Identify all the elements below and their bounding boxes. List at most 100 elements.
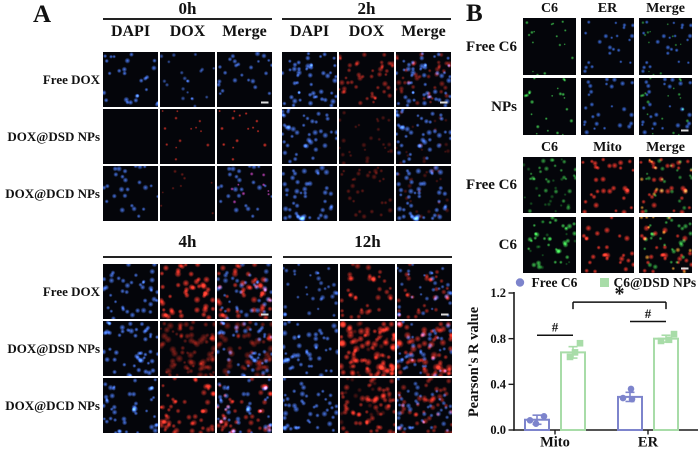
x-category-label: ER [638,435,659,451]
time-header-0h: 0h [178,0,197,18]
micrograph-12h-r0c0 [283,264,338,319]
micrograph-12h-r1c0 [283,321,338,376]
legend-label-free-c6: Free C6 [532,275,578,290]
micrograph-2h-r1c1 [339,109,394,164]
column-header-0h-dox: DOX [169,23,206,40]
micrograph-12h-r2c2 [397,378,452,433]
x-category-label: Mito [540,435,570,451]
micrograph-4h-r0c2 [217,264,272,319]
micrograph-B1-r0c1 [581,18,634,75]
micrograph-12h-r0c2 [397,264,452,319]
micrograph-B2-r0c2 [639,157,692,213]
panel-b-label: B [466,0,483,27]
micrograph-B1-r1c0 [523,78,576,135]
micrograph-4h-r1c0 [103,321,158,376]
row-label-bottom-dox-dsd-nps: DOX@DSD NPs [7,340,100,356]
b-column-header-B1-er: ER [597,1,618,16]
legend-label-c6-dsd-nps: C6@DSD NPs [614,275,697,290]
micrograph-4h-r1c2 [217,321,272,376]
micrograph-0h-r2c2 [217,166,272,221]
column-header-0h-merge: Merge [222,23,267,40]
significance-symbol: * [615,283,625,305]
bar-er-c6-dsd-nps [653,337,679,431]
data-point [566,353,574,361]
data-point [665,336,673,344]
micrograph-4h-r0c1 [160,264,215,319]
legend-square-marker [600,278,609,287]
data-point [576,339,584,347]
micrograph-B2-r0c0 [523,157,576,213]
micrograph-0h-r0c1 [160,52,215,107]
column-header-0h-dapi: DAPI [110,23,151,40]
data-point [540,412,548,420]
micrograph-2h-r1c2 [396,109,451,164]
data-point [532,420,540,428]
time-header-4h: 4h [178,232,197,251]
micrograph-0h-r2c0 [103,166,158,221]
column-header-2h-dapi: DAPI [289,23,330,40]
row-label-top-dox-dcd-nps: DOX@DCD NPs [5,185,100,201]
micrograph-12h-r2c0 [283,378,338,433]
micrograph-2h-r1c0 [282,109,337,164]
row-label-top-dox-dsd-nps: DOX@DSD NPs [7,128,100,144]
y-axis-title: Pearson's R value [466,306,482,417]
data-point [628,395,636,403]
micrograph-B1-r1c1 [581,78,634,135]
row-label-bottom-free-dox: Free DOX [42,283,100,299]
y-tick-label: 0.4 [490,378,506,392]
micrograph-B2-r1c0 [523,217,576,273]
micrograph-2h-r0c2 [396,52,451,107]
micrograph-B2-r0c1 [581,157,634,213]
micrograph-0h-r0c2 [217,52,272,107]
data-point [670,330,678,338]
column-header-2h-merge: Merge [401,23,446,40]
micrograph-0h-r2c1 [160,166,215,221]
micrograph-4h-r2c0 [103,378,158,433]
b-row-label-B1-free-c6: Free C6 [466,38,517,55]
micrograph-B1-r0c0 [523,18,576,75]
time-underline-0h [103,18,272,20]
y-tick-label: 0.0 [490,423,506,437]
b-row-label-B2-c6: C6 [498,237,517,253]
micrograph-2h-r0c1 [339,52,394,107]
micrograph-2h-r2c2 [396,166,451,221]
data-point [627,385,635,393]
micrograph-4h-r1c1 [160,321,215,376]
b-row-label-B2-free-c6: Free C6 [466,177,517,193]
b-row-label-B1-nps: NPs [491,98,517,115]
data-point [526,416,534,424]
row-label-bottom-dox-dcd-nps: DOX@DCD NPs [5,397,100,413]
micrograph-12h-r0c1 [340,264,395,319]
b-column-header-B2-mito: Mito [593,140,622,155]
time-header-12h: 12h [354,232,381,251]
micrograph-12h-r1c2 [397,321,452,376]
time-underline-4h [103,256,272,258]
micrograph-B1-r1c2 [639,78,692,135]
micrograph-0h-r1c1 [160,109,215,164]
panel-a-label: A [33,1,52,28]
significance-symbol: # [645,306,652,321]
b-column-header-B2-c6: C6 [540,140,559,155]
legend-circle-marker [515,278,525,287]
time-underline-12h [283,256,452,258]
micrograph-12h-r1c1 [340,321,395,376]
b-column-header-B2-merge: Merge [646,140,685,155]
time-header-2h: 2h [357,0,376,18]
micrograph-0h-r0c0 [103,52,158,107]
time-underline-2h [282,18,451,20]
significance-symbol: # [552,320,559,335]
micrograph-B2-r1c2 [639,217,692,273]
y-tick-label: 1.2 [490,286,506,300]
micrograph-2h-r2c1 [339,166,394,221]
y-tick-label: 0.8 [490,332,506,346]
micrograph-2h-r2c0 [282,166,337,221]
micrograph-4h-r2c1 [160,378,215,433]
column-header-2h-dox: DOX [348,23,385,40]
bar-mito-c6-dsd-nps [560,351,586,431]
micrograph-0h-r1c0 [103,109,158,164]
data-point [571,349,579,356]
b-column-header-B1-merge: Merge [646,1,685,16]
data-point [657,337,665,345]
micrograph-4h-r0c0 [103,264,158,319]
